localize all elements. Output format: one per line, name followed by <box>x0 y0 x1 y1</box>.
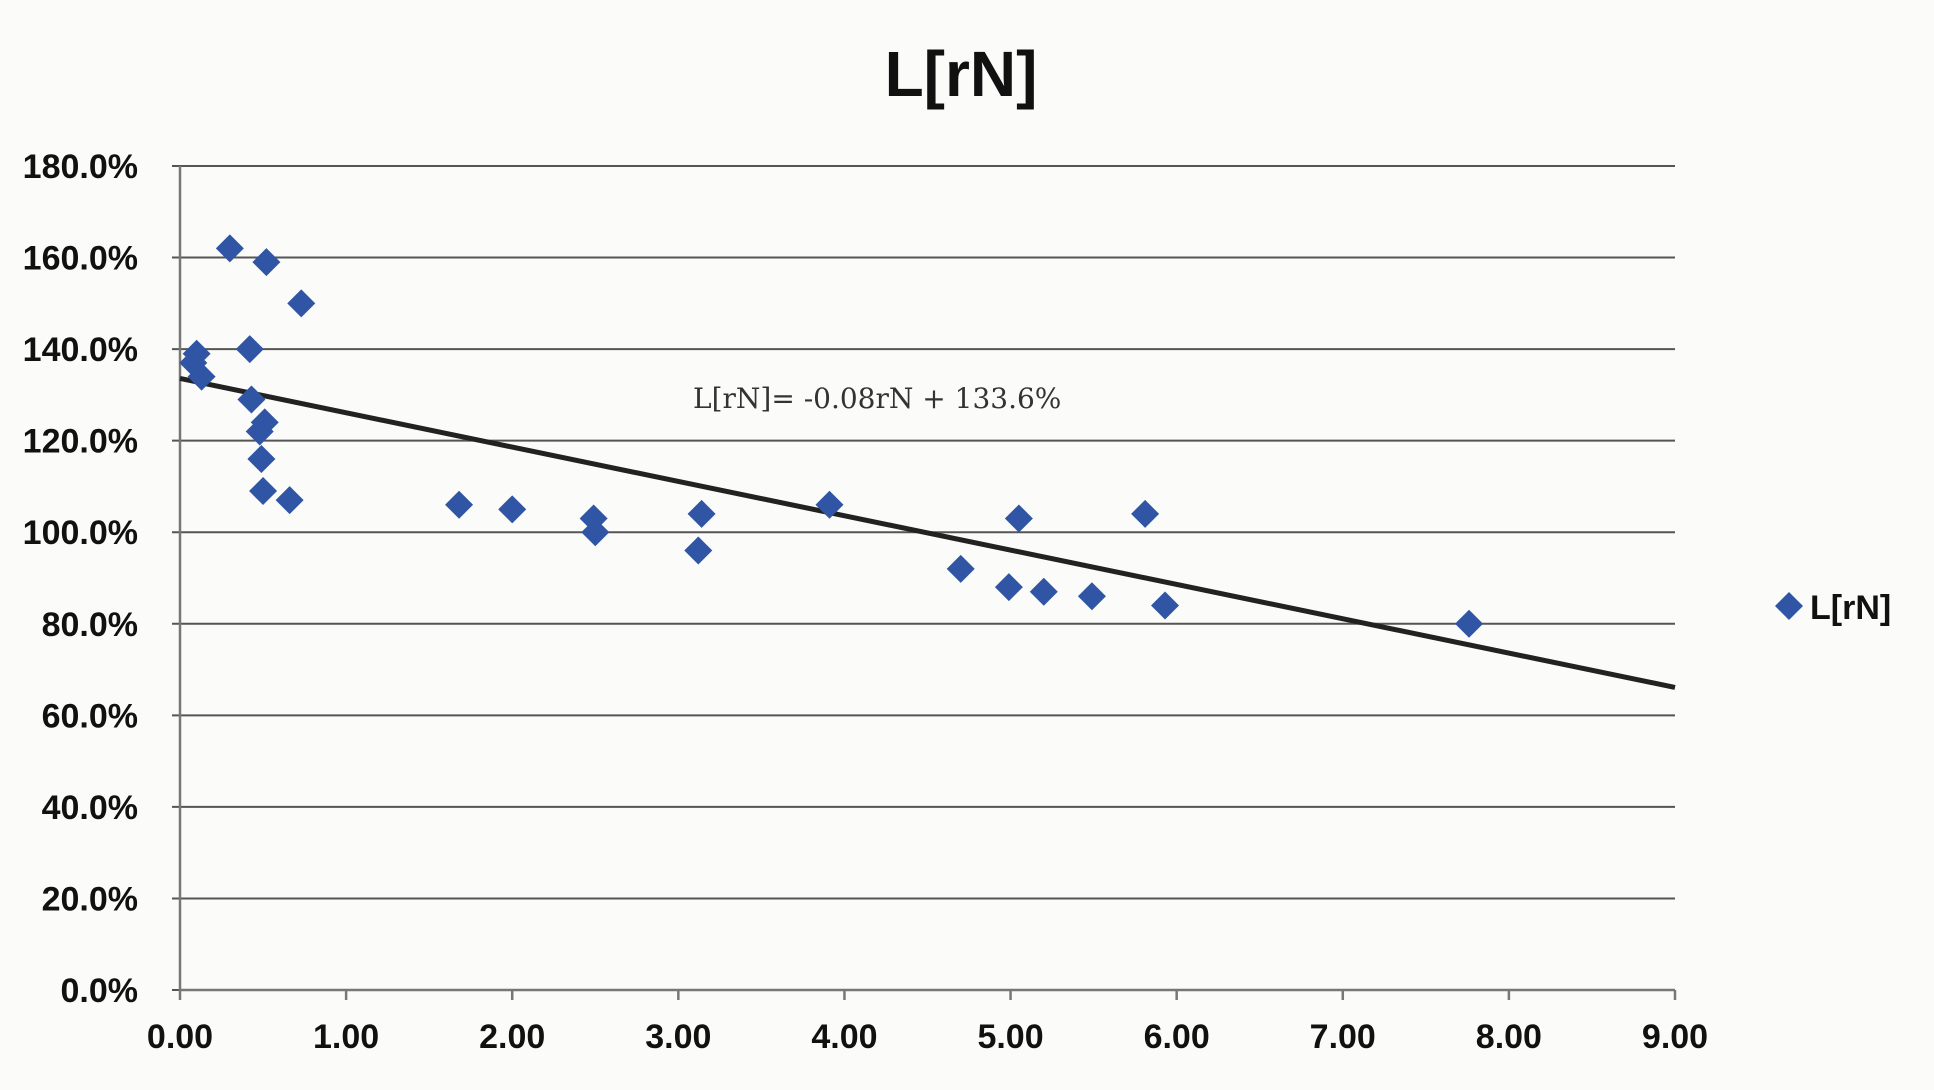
y-tick-label: 60.0% <box>42 697 138 735</box>
data-point <box>250 408 279 437</box>
data-point <box>249 477 278 506</box>
data-point <box>187 362 216 391</box>
data-point <box>581 518 610 547</box>
legend: L[rN] <box>1775 589 1891 627</box>
y-tick-label: 120.0% <box>23 423 138 461</box>
x-tick-label: 5.00 <box>977 1018 1043 1056</box>
axes <box>178 166 1677 1000</box>
x-tick-label: 2.00 <box>479 1018 545 1056</box>
data-point <box>815 490 844 519</box>
data-point <box>1029 577 1058 606</box>
data-point <box>1455 609 1484 638</box>
data-point <box>252 248 281 277</box>
trendline <box>179 375 1676 690</box>
y-tick-label: 100.0% <box>23 514 138 552</box>
data-point <box>215 234 244 263</box>
y-tick-label: 20.0% <box>42 880 138 918</box>
data-point <box>237 385 266 414</box>
x-tick-label: 0.00 <box>147 1018 213 1056</box>
y-axis-ticks: 0.0% 20.0% 40.0% 60.0% 80.0% 100.0% 120.0% 140.… <box>23 148 138 1010</box>
y-tick-label: 80.0% <box>42 606 138 644</box>
data-point <box>1151 591 1180 620</box>
chart-title: L[rN] <box>885 38 1038 110</box>
legend-label: L[rN] <box>1810 589 1891 627</box>
data-points <box>179 234 1484 638</box>
data-point <box>247 444 276 473</box>
x-tick-label: 4.00 <box>811 1018 877 1056</box>
data-point <box>182 339 211 368</box>
y-tick-label: 160.0% <box>23 240 138 278</box>
x-tick-label: 9.00 <box>1642 1018 1708 1056</box>
data-point <box>1077 582 1106 611</box>
data-point <box>684 536 713 565</box>
x-tick-label: 7.00 <box>1310 1018 1376 1056</box>
gridlines <box>172 165 1675 991</box>
x-axis-ticks: 0.00 1.00 2.00 3.00 4.00 5.00 6.00 7.00 8.00 9.00 <box>147 1018 1708 1056</box>
legend-marker-icon <box>1775 592 1803 620</box>
y-tick-label: 140.0% <box>23 331 138 369</box>
y-tick-label: 0.0% <box>61 972 139 1010</box>
data-point <box>1131 499 1160 528</box>
y-tick-label: 40.0% <box>42 789 138 827</box>
data-point <box>498 495 527 524</box>
data-point <box>1004 504 1033 533</box>
y-tick-label: 180.0% <box>23 148 138 186</box>
data-point <box>287 289 316 318</box>
data-point <box>946 554 975 583</box>
data-point <box>445 490 474 519</box>
trendline-group <box>179 375 1676 690</box>
data-point <box>687 499 716 528</box>
x-tick-label: 8.00 <box>1476 1018 1542 1056</box>
data-point <box>235 335 264 364</box>
x-tick-label: 3.00 <box>645 1018 711 1056</box>
x-tick-label: 6.00 <box>1144 1018 1210 1056</box>
data-point <box>994 573 1023 602</box>
data-point <box>275 486 304 515</box>
trendline-equation: L[rN]= -0.08rN + 133.6% <box>693 382 1061 415</box>
x-tick-label: 1.00 <box>313 1018 379 1056</box>
